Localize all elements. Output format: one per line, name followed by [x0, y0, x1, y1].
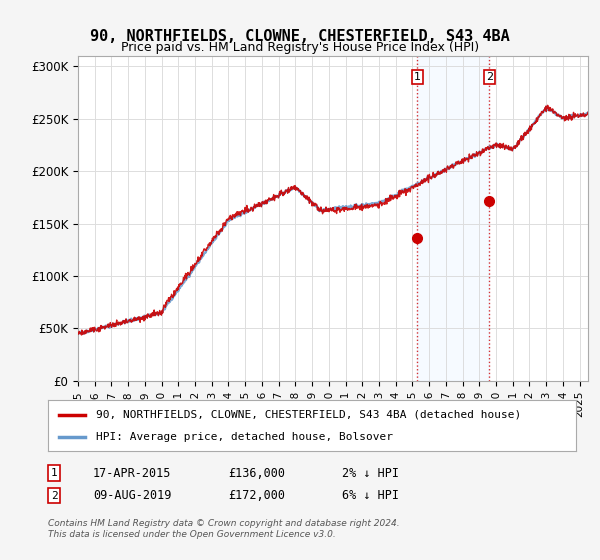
Text: 1: 1 — [414, 72, 421, 82]
Text: 17-APR-2015: 17-APR-2015 — [93, 466, 172, 480]
Text: HPI: Average price, detached house, Bolsover: HPI: Average price, detached house, Bols… — [95, 432, 392, 442]
Text: 1: 1 — [50, 468, 58, 478]
Text: 6% ↓ HPI: 6% ↓ HPI — [342, 489, 399, 502]
Text: 09-AUG-2019: 09-AUG-2019 — [93, 489, 172, 502]
Text: Price paid vs. HM Land Registry's House Price Index (HPI): Price paid vs. HM Land Registry's House … — [121, 41, 479, 54]
Text: £136,000: £136,000 — [228, 466, 285, 480]
Text: 90, NORTHFIELDS, CLOWNE, CHESTERFIELD, S43 4BA (detached house): 90, NORTHFIELDS, CLOWNE, CHESTERFIELD, S… — [95, 409, 521, 419]
Text: £172,000: £172,000 — [228, 489, 285, 502]
Text: 2% ↓ HPI: 2% ↓ HPI — [342, 466, 399, 480]
Text: 2: 2 — [50, 491, 58, 501]
Text: 2: 2 — [486, 72, 493, 82]
Bar — [417, 56, 490, 381]
Text: Contains HM Land Registry data © Crown copyright and database right 2024.
This d: Contains HM Land Registry data © Crown c… — [48, 520, 400, 539]
Text: 90, NORTHFIELDS, CLOWNE, CHESTERFIELD, S43 4BA: 90, NORTHFIELDS, CLOWNE, CHESTERFIELD, S… — [90, 29, 510, 44]
